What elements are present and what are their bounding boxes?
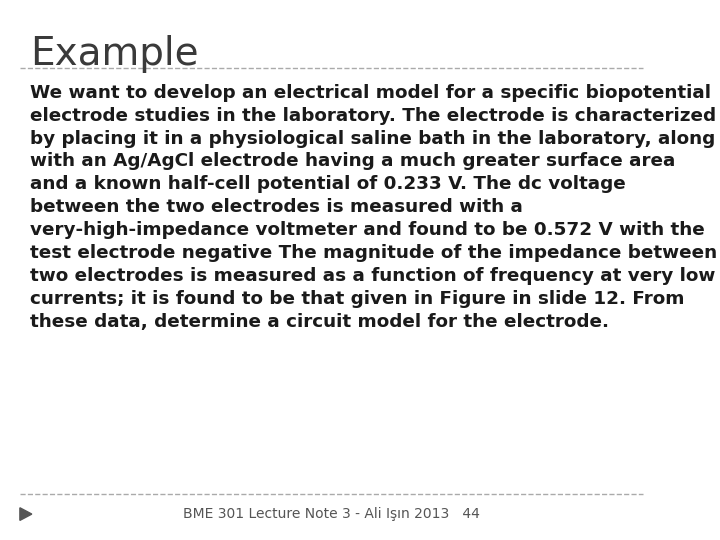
Text: Example: Example <box>30 35 199 73</box>
Text: BME 301 Lecture Note 3 - Ali Işın 2013   44: BME 301 Lecture Note 3 - Ali Işın 2013 4… <box>183 507 480 521</box>
Polygon shape <box>20 508 32 521</box>
Text: We want to develop an electrical model for a specific biopotential electrode stu: We want to develop an electrical model f… <box>30 84 717 330</box>
